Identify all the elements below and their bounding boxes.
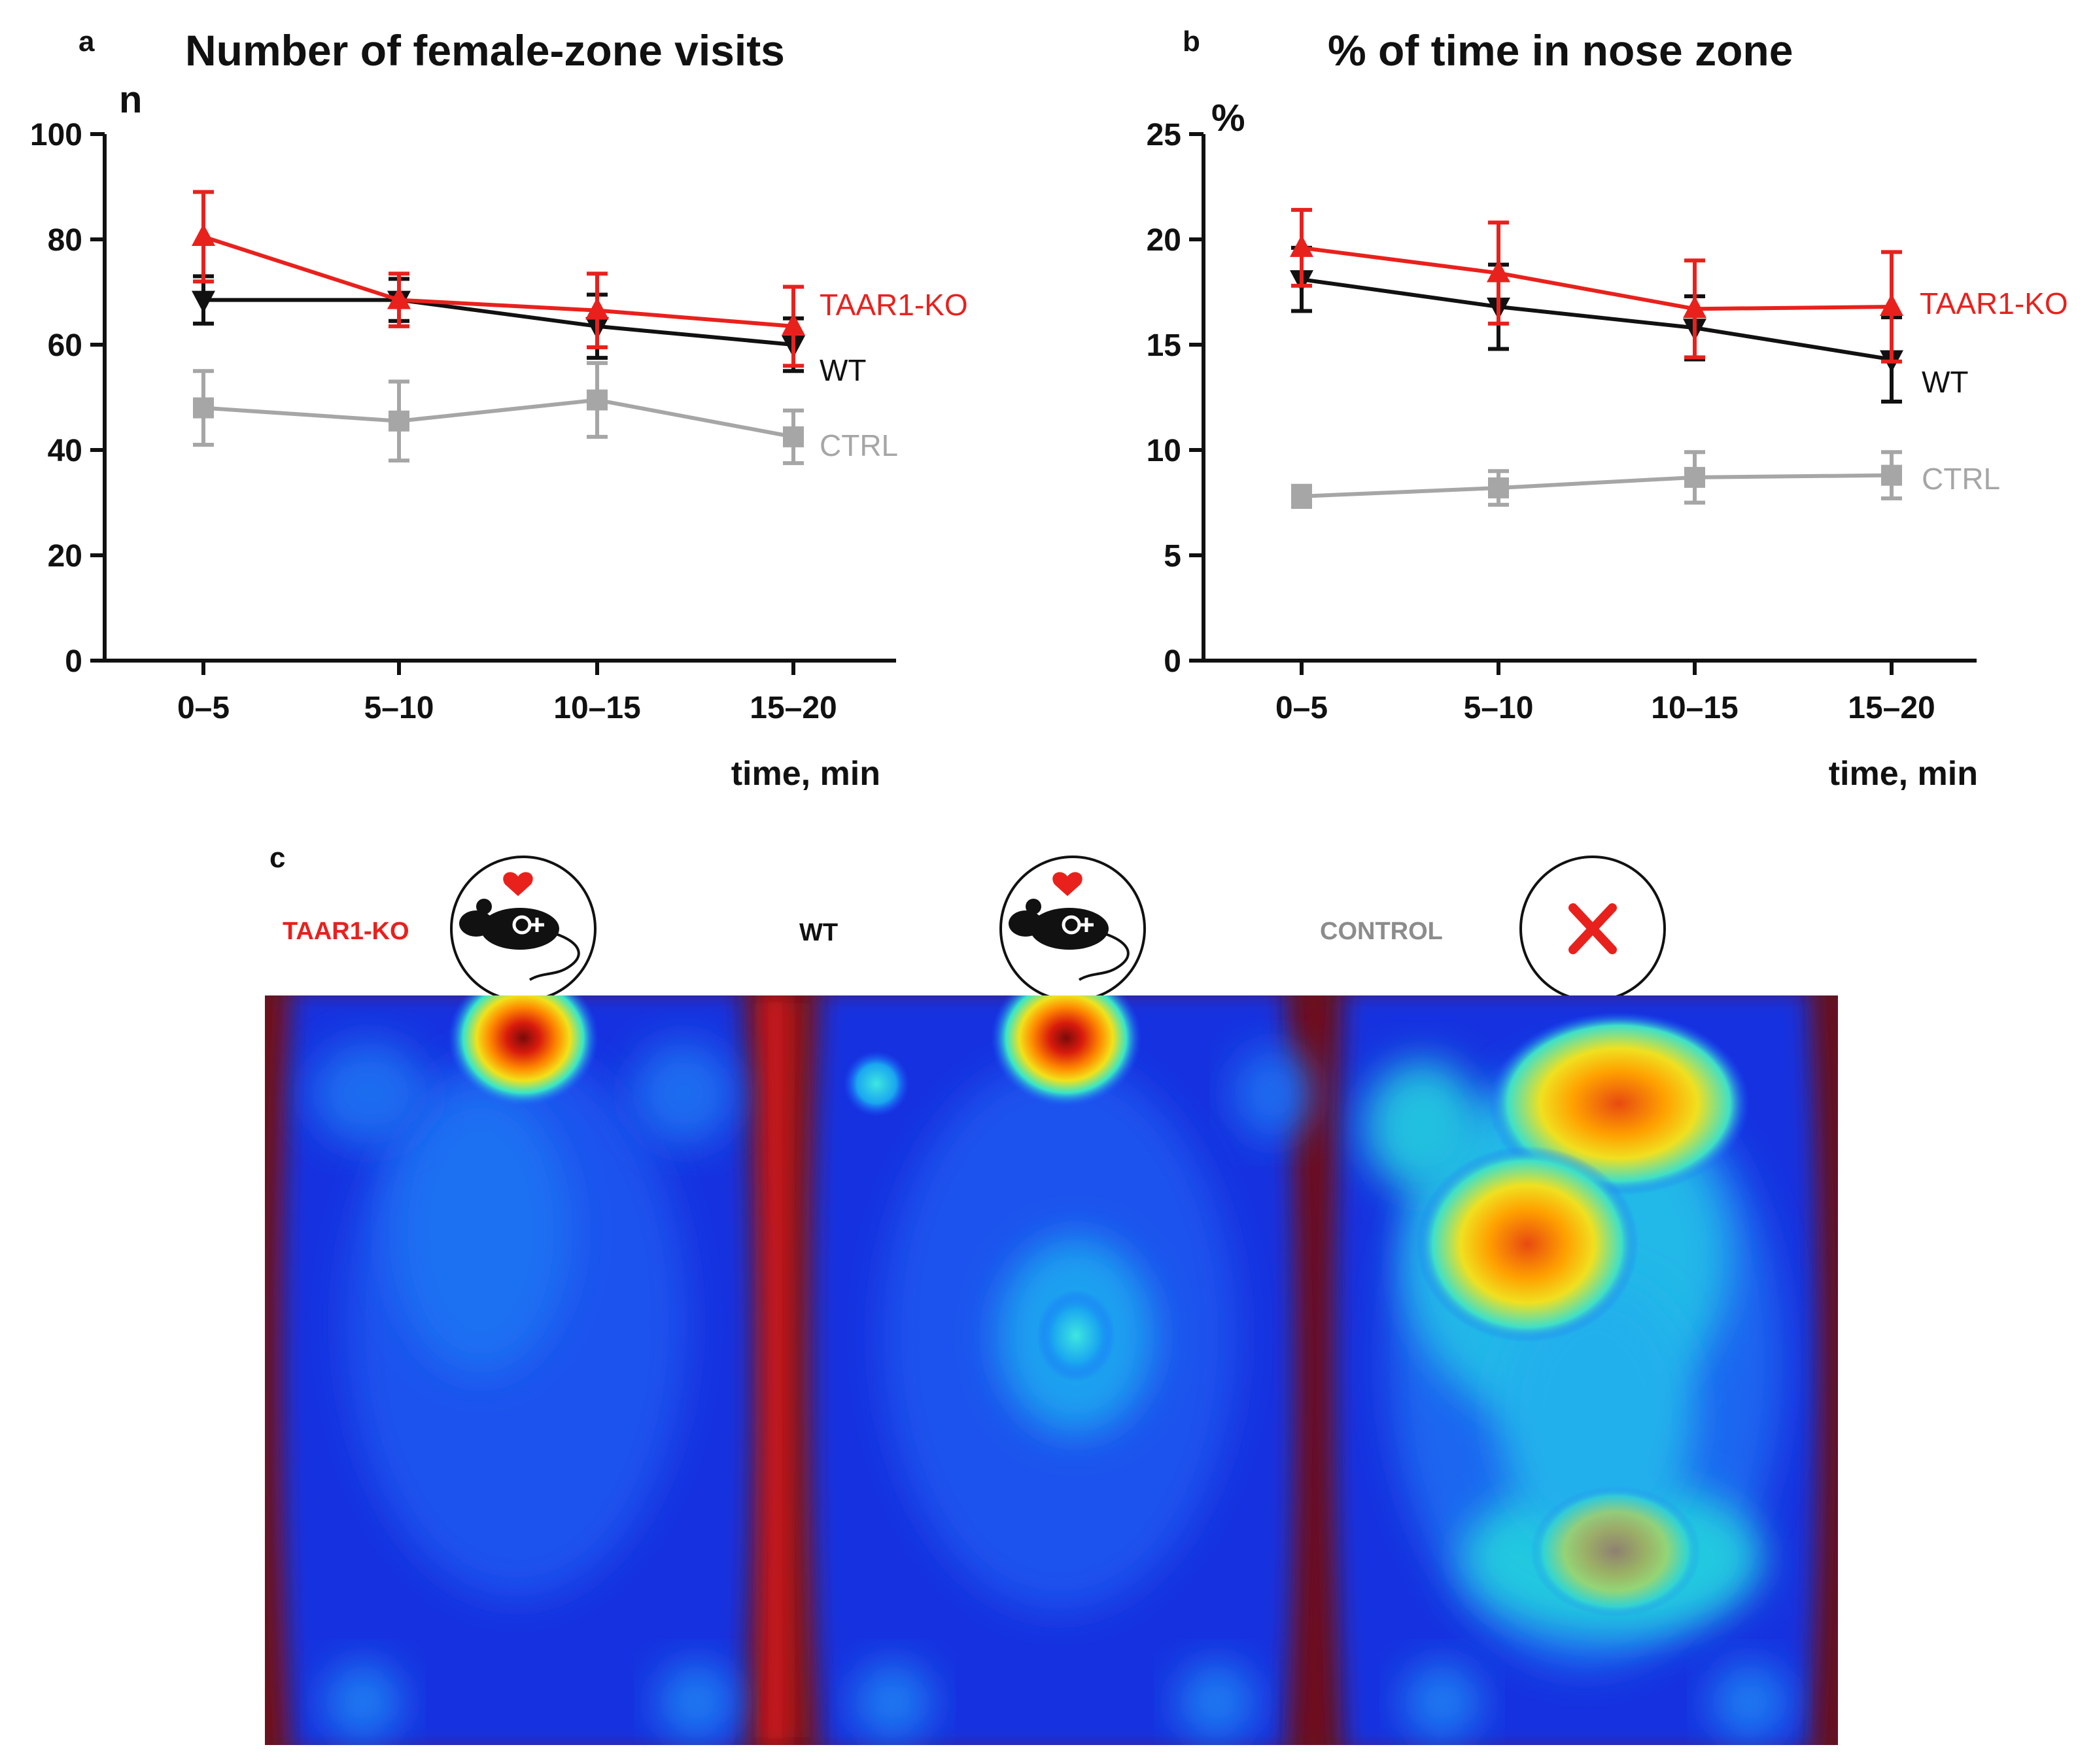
panel-letter-c: c: [269, 842, 285, 874]
series-taar1-ko: [192, 190, 805, 368]
y-tick-label: 25: [1147, 118, 1181, 152]
series-label-wt: WT: [820, 353, 867, 387]
data-point: [587, 389, 608, 411]
x-axis-label: time, min: [731, 755, 880, 793]
series-label-ctrl: CTRL: [820, 428, 898, 462]
panel-letter-a: a: [78, 26, 95, 58]
data-point: [193, 397, 214, 419]
panel-letter-b: b: [1183, 26, 1200, 58]
x-tick-label: 10–15: [1651, 691, 1738, 725]
series-line: [1301, 277, 1892, 362]
series-line: [1301, 245, 1892, 311]
x-tick-label: 10–15: [553, 691, 640, 725]
group-label-taar1-ko: TAAR1-KO: [283, 918, 409, 945]
y-axis-label: %: [1211, 97, 1245, 139]
arena-taar1-ko: [281, 995, 752, 1745]
data-point: [192, 223, 215, 246]
arena-wt: [811, 995, 1311, 1745]
series-group: [192, 190, 805, 466]
female-mouse-heart-icon: [450, 856, 597, 1002]
group-label-wt: WT: [799, 919, 838, 946]
data-point: [1488, 477, 1509, 498]
data-point: [1290, 234, 1313, 257]
chart-title: % of time in nose zone: [1328, 26, 1793, 75]
chart-panel-a: a Number of female-zone visits n time, m…: [30, 26, 968, 793]
y-tick-label: 0: [65, 644, 82, 679]
series-line: [203, 298, 794, 347]
y-tick-label: 20: [1147, 223, 1181, 258]
series-label-ctrl: CTRL: [1922, 462, 2000, 496]
y-tick-label: 100: [30, 118, 82, 152]
x-tick-label: 0–5: [1275, 691, 1328, 725]
y-tick-label: 60: [48, 328, 82, 363]
data-point: [192, 290, 215, 313]
data-point: [1683, 296, 1706, 319]
series-line: [1301, 473, 1892, 498]
y-axis-label: n: [119, 78, 142, 121]
data-point: [1291, 485, 1312, 507]
chart-title: Number of female-zone visits: [185, 26, 785, 75]
x-tick-label: 5–10: [1464, 691, 1534, 725]
series-ctrl: [1291, 450, 1902, 509]
series-line: [203, 398, 794, 439]
data-point: [1880, 294, 1903, 317]
y-tick-label: 15: [1147, 328, 1181, 363]
y-tick-label: 20: [48, 539, 82, 574]
series-ctrl: [193, 361, 804, 466]
y-ticks: 0 5 10 15 20 25: [1147, 118, 1203, 679]
series-group: [1290, 207, 1903, 509]
y-tick-label: 0: [1164, 644, 1181, 679]
data-point: [1881, 464, 1902, 486]
series-wt: [192, 274, 805, 373]
data-point: [389, 410, 409, 432]
heatmap-panel-c: c TAAR1-KO WT CONTROL: [265, 842, 1838, 1745]
series-label-wt: WT: [1922, 365, 1969, 399]
y-tick-label: 5: [1164, 539, 1181, 574]
data-point: [387, 286, 411, 309]
data-point: [1684, 466, 1705, 488]
data-point: [585, 297, 609, 320]
heatmap-image: [265, 995, 1838, 1745]
red-x-icon: [1519, 856, 1666, 1002]
group-label-control: CONTROL: [1320, 918, 1443, 945]
y-ticks: 0 20 40 60 80 100: [30, 118, 105, 679]
y-tick-label: 80: [48, 223, 82, 258]
x-tick-label: 0–5: [177, 691, 230, 725]
x-ticks: 0–5 5–10 10–15 15–20: [1275, 661, 1935, 725]
female-mouse-heart-icon: [999, 856, 1146, 1002]
data-point: [1487, 260, 1510, 283]
y-tick-label: 40: [48, 434, 82, 468]
series-label-taar1-ko: TAAR1-KO: [820, 288, 968, 322]
x-tick-label: 15–20: [750, 691, 837, 725]
x-axis-label: time, min: [1829, 755, 1978, 793]
data-point: [783, 426, 804, 447]
chart-panel-b: b % of time in nose zone % time, min 0 5 1…: [1147, 26, 2068, 793]
data-point: [782, 313, 805, 336]
series-taar1-ko: [1290, 207, 1903, 364]
x-ticks: 0–5 5–10 10–15 15–20: [177, 661, 837, 725]
arena-control: [1334, 995, 1818, 1745]
series-label-taar1-ko: TAAR1-KO: [1920, 286, 2068, 320]
x-tick-label: 15–20: [1848, 691, 1935, 725]
y-tick-label: 10: [1147, 434, 1181, 468]
series-wt: [1290, 245, 1903, 404]
series-line: [203, 235, 794, 328]
x-tick-label: 5–10: [364, 691, 434, 725]
